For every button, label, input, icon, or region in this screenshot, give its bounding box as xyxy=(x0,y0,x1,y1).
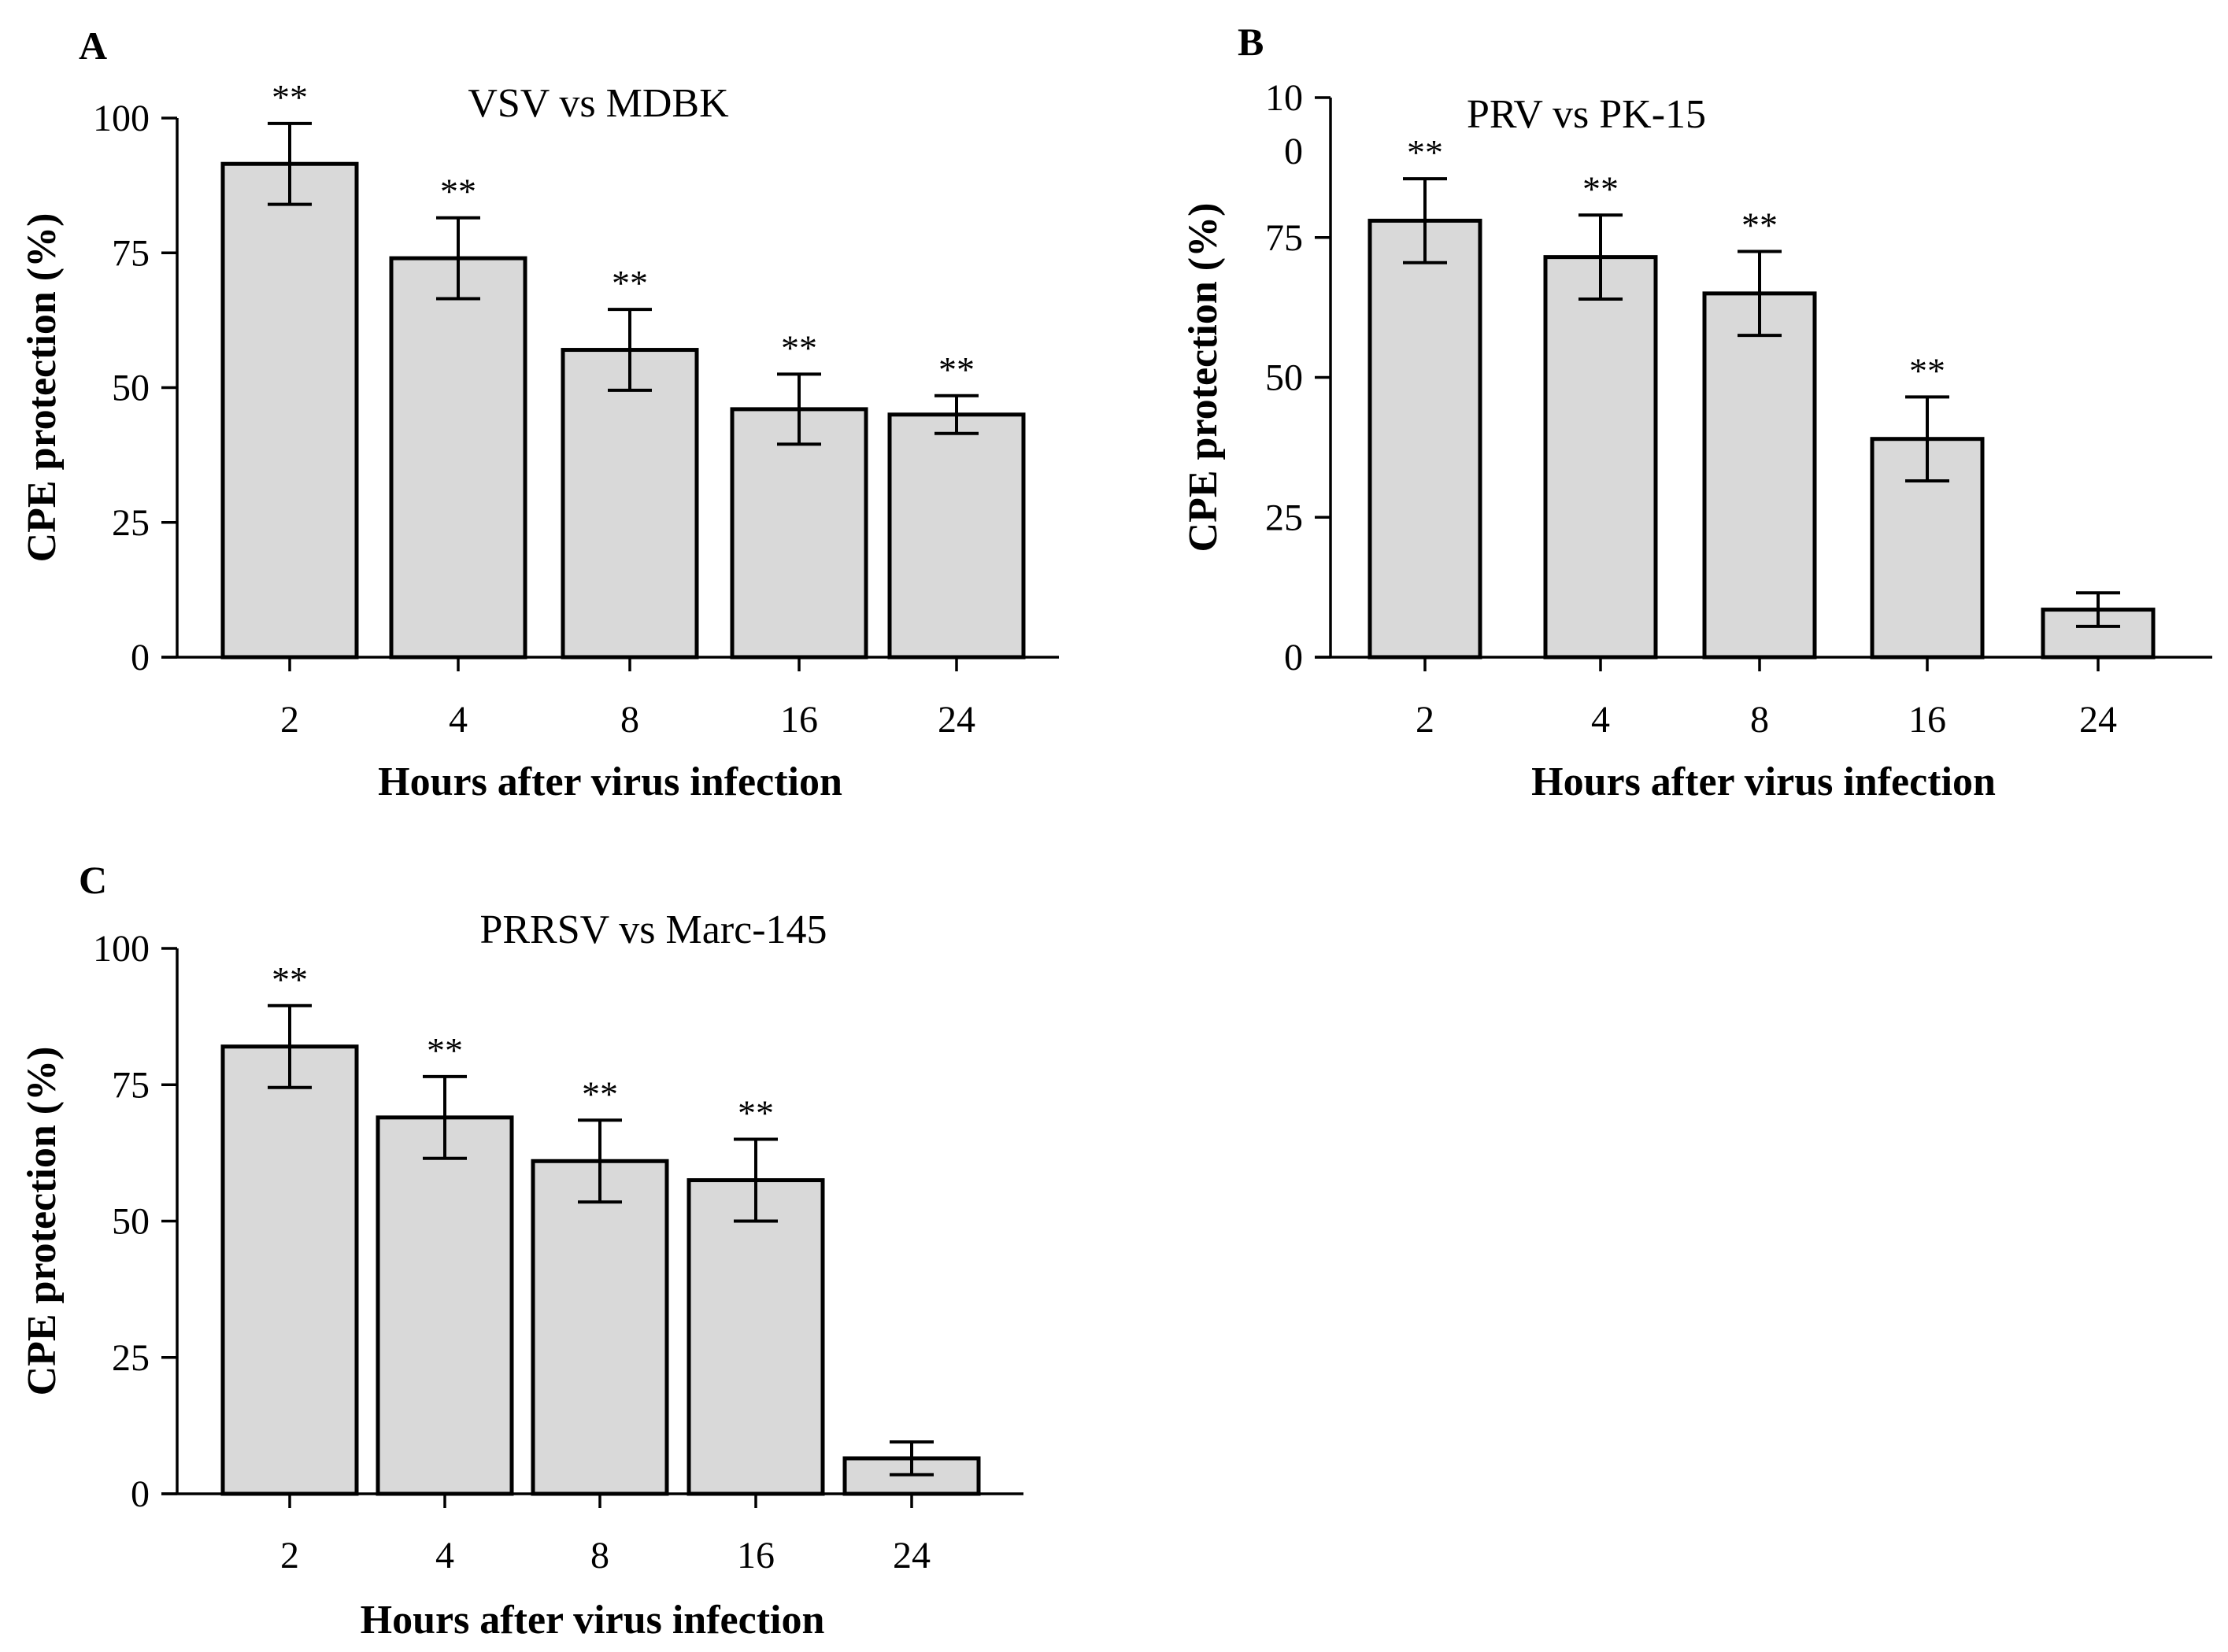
bar-4h xyxy=(376,1115,514,1496)
bar-2h xyxy=(220,161,359,660)
x-tick-label: 24 xyxy=(938,699,975,741)
x-tick-label: 8 xyxy=(620,699,639,741)
y-tick-label: 100 xyxy=(93,928,150,970)
significance-label: ** xyxy=(1407,132,1443,172)
x-tick-label: 4 xyxy=(449,699,468,741)
x-tick-label: 4 xyxy=(1591,699,1610,741)
significance-label: ** xyxy=(1909,350,1945,390)
y-tick-label: 50 xyxy=(112,1201,150,1243)
y-tick-label: 75 xyxy=(112,232,150,274)
x-tick-label: 24 xyxy=(2079,699,2117,741)
x-tick-label: 16 xyxy=(1908,699,1946,741)
bar-2h xyxy=(1368,218,1482,660)
x-tick-label: 2 xyxy=(280,699,299,741)
significance-label: ** xyxy=(272,77,308,117)
y-tick-label: 0 xyxy=(131,1473,150,1515)
y-tick-label: 50 xyxy=(1265,357,1303,399)
x-tick-label: 16 xyxy=(780,699,818,741)
chart-title: PRV vs PK-15 xyxy=(1467,92,1706,137)
y-axis-label: CPE protection (%) xyxy=(20,213,65,563)
chart-title: VSV vs MDBK xyxy=(468,81,729,126)
chart-panel-b: B PRV vs PK-15 0 25 50 75 10 0 ** 2 ** 4 ** 8 ** 16 24 Ho… xyxy=(1181,20,2212,804)
panel-letter: A xyxy=(79,24,107,68)
y-tick-label: 75 xyxy=(112,1064,150,1106)
y-tick-label: 0 xyxy=(131,637,150,678)
y-tick-label: 25 xyxy=(112,1337,150,1379)
x-tick-label: 16 xyxy=(737,1535,775,1576)
y-tick-label: 0 xyxy=(1284,637,1303,678)
bar-16h xyxy=(730,407,868,660)
significance-label: ** xyxy=(612,263,648,303)
y-tick-label: 75 xyxy=(1265,217,1303,259)
panel-letter: B xyxy=(1238,20,1264,64)
bar-2h xyxy=(220,1044,359,1496)
x-axis-label: Hours after virus infection xyxy=(378,759,842,804)
y-tick-label: 25 xyxy=(1265,497,1303,538)
chart-panel-c: C PRRSV vs Marc-145 0 25 50 75 100 ** 2 ** 4 ** 8 ** 1… xyxy=(20,858,1023,1643)
significance-label: ** xyxy=(427,1030,463,1070)
chart-title: PRRSV vs Marc-145 xyxy=(479,907,827,952)
panel-letter: C xyxy=(79,858,107,902)
significance-label: ** xyxy=(1741,205,1778,246)
x-tick-label: 2 xyxy=(1416,699,1434,741)
significance-label: ** xyxy=(781,327,817,368)
significance-label: ** xyxy=(1582,168,1619,209)
x-tick-label: 8 xyxy=(1750,699,1769,741)
bar-24h xyxy=(887,412,1026,660)
significance-label: ** xyxy=(582,1074,618,1114)
chart-panel-a: A VSV vs MDBK 0 25 50 75 100 ** 2 ** 4 ** 8 ** 16 ** 24 H… xyxy=(20,24,1059,804)
y-axis-label: CPE protection (%) xyxy=(20,1047,65,1396)
x-tick-label: 4 xyxy=(435,1535,454,1576)
y-axis-label: CPE protection (%) xyxy=(1181,203,1226,553)
bar-16h xyxy=(687,1178,825,1496)
significance-label: ** xyxy=(738,1093,774,1133)
x-axis-label: Hours after virus infection xyxy=(361,1598,825,1643)
significance-label: ** xyxy=(938,349,975,390)
x-axis-label: Hours after virus infection xyxy=(1531,759,1996,804)
bar-8h xyxy=(1702,291,1817,660)
significance-label: ** xyxy=(440,172,476,212)
y-tick-label: 100 xyxy=(93,98,150,139)
bar-4h xyxy=(1543,255,1658,660)
bar-8h xyxy=(531,1159,669,1496)
y-tick-label: 25 xyxy=(112,502,150,544)
x-tick-label: 8 xyxy=(590,1535,609,1576)
bar-8h xyxy=(561,348,699,660)
x-tick-label: 2 xyxy=(280,1535,299,1576)
significance-label: ** xyxy=(272,959,308,1000)
x-tick-label: 24 xyxy=(893,1535,931,1576)
bar-4h xyxy=(389,256,527,660)
y-tick-label: 50 xyxy=(112,368,150,409)
